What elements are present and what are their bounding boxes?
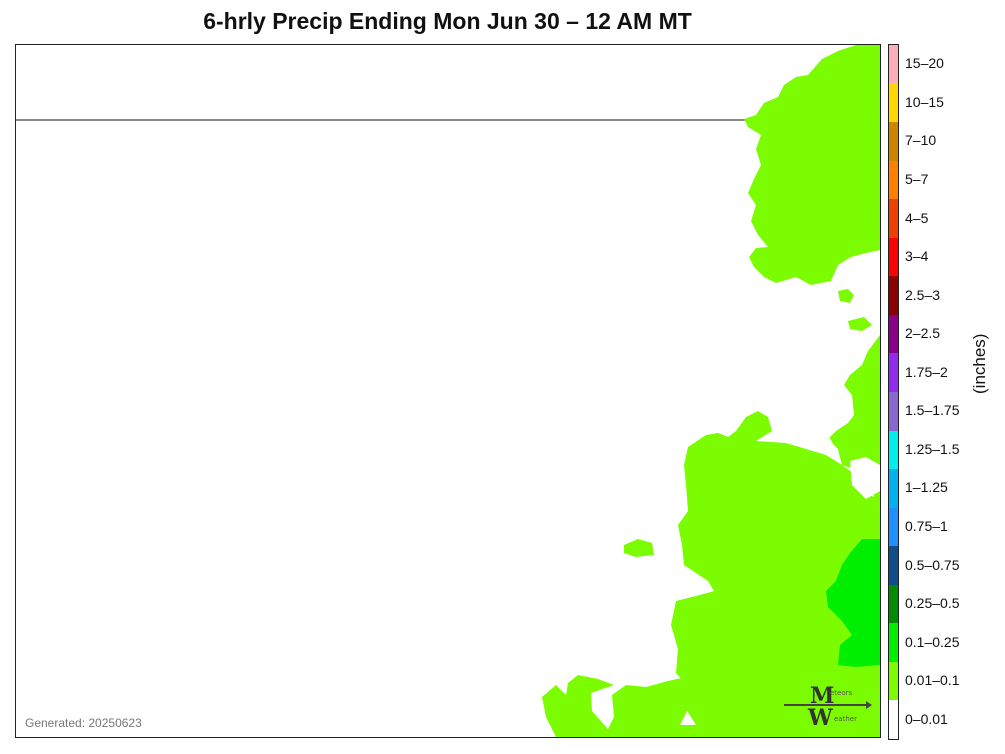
legend-colorbar <box>888 44 899 740</box>
legend-swatch <box>889 160 898 200</box>
precip-patch-2 <box>848 317 872 331</box>
legend-label: 0.75–1 <box>905 517 948 534</box>
legend-label: 7–10 <box>905 132 937 149</box>
units-label: (inches) <box>970 333 989 394</box>
legend-swatch <box>889 199 898 238</box>
legend-label: 0.1–0.25 <box>905 633 960 650</box>
legend-swatch <box>889 507 898 547</box>
legend-swatch <box>889 353 898 392</box>
logo-text-top: eteors <box>830 689 853 697</box>
precip-patch-1 <box>838 289 854 303</box>
legend-label: 2.5–3 <box>905 286 941 303</box>
legend-label: 0.01–0.1 <box>905 672 960 689</box>
legend-swatch <box>889 237 898 277</box>
legend-label: 1–1.25 <box>905 479 948 496</box>
legend-label: 15–20 <box>905 55 944 72</box>
legend-swatch <box>889 469 898 508</box>
legend-swatch <box>889 546 898 585</box>
legend-swatch <box>889 314 898 354</box>
legend-label: 0.5–0.75 <box>905 556 960 573</box>
legend-label: 1.25–1.5 <box>905 440 960 457</box>
legend-swatch <box>889 700 898 739</box>
precip-map: Generated: 20250623 M eteors W eather <box>15 44 881 738</box>
legend-label: 2–2.5 <box>905 325 941 342</box>
precip-overlay <box>16 45 880 737</box>
legend-label: 1.75–2 <box>905 363 948 380</box>
legend-swatch <box>889 83 898 122</box>
legend-swatch <box>889 391 898 431</box>
precip-area-south <box>542 335 880 737</box>
dry-hole-2 <box>850 457 880 499</box>
legend-label: 0–0.01 <box>905 710 948 727</box>
legend-swatch <box>889 661 898 701</box>
precip-area-north <box>744 45 880 285</box>
precip-core-0p1 <box>826 539 880 667</box>
legend-label: 3–4 <box>905 248 929 265</box>
logo-text-bottom: eather <box>834 715 857 723</box>
legend-label: 5–7 <box>905 170 929 187</box>
legend-swatch <box>889 584 898 624</box>
svg-text:W: W <box>807 705 833 731</box>
legend-label: 10–15 <box>905 93 944 110</box>
legend-swatch <box>889 122 898 161</box>
meteors-weather-logo: M eteors W eather <box>782 681 872 731</box>
generated-label: Generated: 20250623 <box>25 716 142 730</box>
dry-hole-3 <box>812 431 836 453</box>
legend-label: 1.5–1.75 <box>905 402 960 419</box>
legend-swatch <box>889 623 898 662</box>
precip-patch-3 <box>624 539 654 557</box>
legend-swatch <box>889 276 898 315</box>
legend-label: 4–5 <box>905 209 929 226</box>
legend-label: 0.25–0.5 <box>905 595 960 612</box>
chart-title: 6-hrly Precip Ending Mon Jun 30 – 12 AM … <box>203 8 692 34</box>
legend-swatch <box>889 44 898 84</box>
legend-swatch <box>889 430 898 470</box>
legend-labels: 0–0.01 0.01–0.1 0.1–0.25 0.25–0.5 0.5–0.75 0.… <box>905 44 975 738</box>
